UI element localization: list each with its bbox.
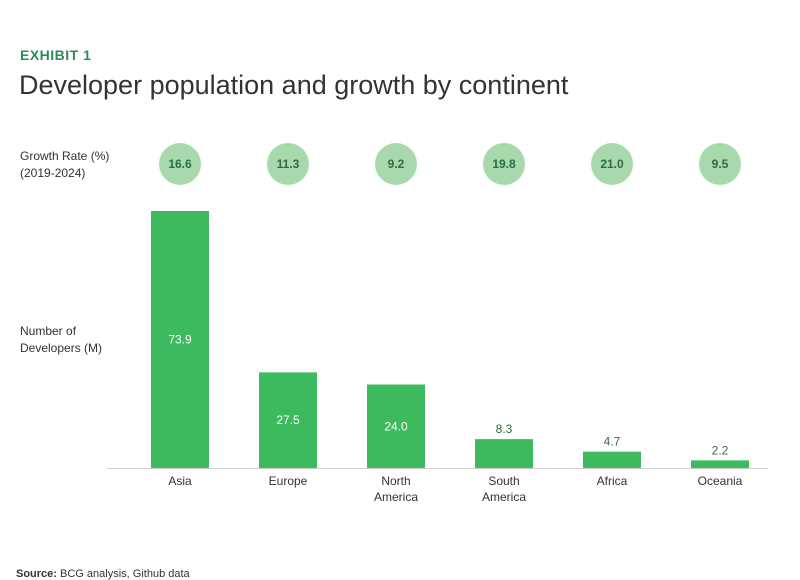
growth-bubble <box>699 143 741 185</box>
bar-value-label: 4.7 <box>604 435 621 449</box>
developers-axis-label-line2: Developers (M) <box>20 341 103 355</box>
source-note: Source: BCG analysis, Github data <box>16 568 190 580</box>
category-label: Oceania <box>698 474 743 488</box>
category-label-line: Asia <box>168 474 192 488</box>
category-label-line: America <box>374 490 418 504</box>
category-label-line: South <box>488 474 519 488</box>
growth-rate-label-line1: Growth Rate (%) <box>20 149 110 163</box>
category-label: Asia <box>168 474 192 488</box>
growth-bubble <box>591 143 633 185</box>
developers-axis-label-line1: Number of <box>20 324 77 338</box>
growth-bubble <box>267 143 309 185</box>
developers-axis-label: Number of Developers (M) <box>20 323 102 357</box>
growth-bubble <box>483 143 525 185</box>
exhibit-label: EXHIBIT 1 <box>20 47 92 63</box>
category-label: South America <box>482 474 526 504</box>
bar-value-label: 24.0 <box>384 419 408 433</box>
bar <box>691 460 749 468</box>
category-label-line: America <box>482 490 526 504</box>
growth-rate-value: 11.3 <box>277 157 300 171</box>
source-prefix: Source: <box>16 568 57 580</box>
growth-rate-value: 9.2 <box>388 157 405 171</box>
bar-value-label: 73.9 <box>168 333 192 347</box>
growth-rate-value: 16.6 <box>168 157 192 171</box>
bar <box>367 384 425 468</box>
bar-value-label: 8.3 <box>496 422 513 436</box>
growth-rate-value: 21.0 <box>600 157 624 171</box>
category-label: North America <box>374 474 418 504</box>
growth-bubble <box>159 143 201 185</box>
growth-rate-label: Growth Rate (%) (2019-2024) <box>20 148 109 182</box>
category-label-line: Africa <box>597 474 628 488</box>
bar-value-label: 2.2 <box>712 443 729 457</box>
source-text: BCG analysis, Github data <box>56 568 190 580</box>
category-label-line: North <box>381 474 410 488</box>
growth-rate-value: 19.8 <box>492 157 516 171</box>
category-label: Africa <box>597 474 628 488</box>
bar <box>151 211 209 468</box>
growth-rate-label-line2: (2019-2024) <box>20 166 86 180</box>
category-label: Europe <box>269 474 308 488</box>
growth-rate-value: 9.5 <box>712 157 729 171</box>
chart-title: Developer population and growth by conti… <box>19 70 569 100</box>
bar <box>259 372 317 468</box>
bar <box>475 439 533 468</box>
category-label-line: Oceania <box>698 474 743 488</box>
bar <box>583 451 641 468</box>
growth-bubble <box>375 143 417 185</box>
bar-value-label: 27.5 <box>276 413 300 427</box>
category-label-line: Europe <box>269 474 308 488</box>
